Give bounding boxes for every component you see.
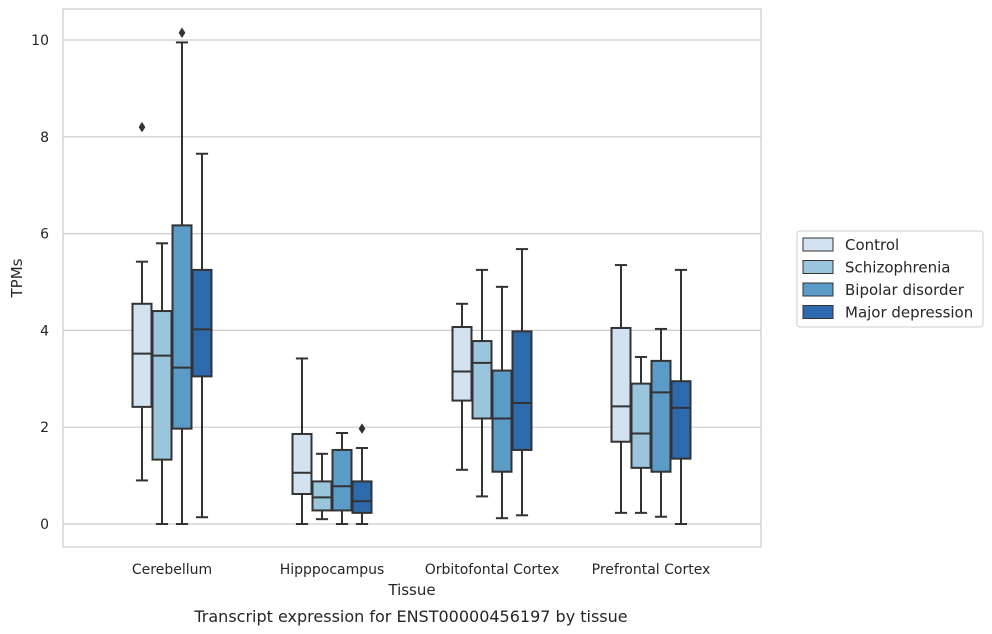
box	[291, 432, 313, 495]
series-control	[131, 121, 632, 525]
box	[670, 380, 692, 460]
box-group	[351, 423, 373, 525]
box	[191, 268, 213, 378]
box-group	[511, 248, 533, 517]
y-tick-label: 2	[40, 420, 49, 436]
box-group	[331, 432, 353, 525]
outlier-point	[138, 121, 146, 133]
outlier-point	[178, 27, 186, 38]
box-group	[191, 152, 213, 519]
y-tick-label: 8	[40, 130, 49, 146]
box	[311, 480, 333, 512]
box-group	[491, 285, 513, 520]
legend-item: Schizophrenia	[802, 259, 950, 277]
box-group	[451, 302, 473, 471]
series-major-depression	[191, 152, 692, 525]
box	[511, 330, 533, 451]
x-tick-label: Cerebellum	[132, 562, 212, 578]
y-tick-labels: 0 2 4 6 8 10	[31, 33, 49, 533]
box-group	[650, 327, 672, 518]
x-tick-label: Hipppocampus	[280, 562, 385, 578]
y-tick-label: 10	[31, 33, 49, 49]
box	[331, 448, 353, 512]
legend-label: Major depression	[845, 304, 973, 322]
box-group	[670, 268, 692, 525]
legend-item: Bipolar disorder	[802, 281, 965, 299]
box-series	[131, 27, 692, 525]
legend-swatch	[802, 305, 834, 319]
x-axis-label: Tissue	[387, 581, 435, 599]
box	[650, 359, 672, 473]
box-group	[151, 242, 173, 525]
box	[630, 382, 652, 469]
box	[451, 326, 473, 402]
box	[471, 340, 493, 420]
y-tick-label: 4	[40, 323, 49, 339]
box-group	[171, 27, 193, 525]
legend-label: Schizophrenia	[845, 259, 950, 277]
box	[351, 480, 373, 514]
legend-item: Control	[802, 236, 899, 254]
legend-item: Major depression	[802, 304, 973, 322]
legend-swatch	[802, 237, 834, 252]
x-tick-label: Orbitofontal Cortex	[425, 562, 560, 578]
legend-swatch	[802, 282, 834, 297]
x-tick-labels: Cerebellum Hipppocampus Orbitofontal Corte…	[132, 562, 710, 578]
outlier-point	[358, 423, 366, 434]
legend: Control Schizophrenia Bipolar disorder Majo…	[796, 230, 984, 328]
chart-caption: Transcript expression for ENST0000045619…	[193, 607, 627, 626]
box	[131, 302, 153, 408]
legend-swatch	[802, 260, 834, 274]
box	[171, 224, 193, 430]
series-bipolar-disorder	[171, 27, 672, 525]
box	[151, 310, 173, 461]
box	[491, 369, 513, 473]
series-schizophrenia	[151, 242, 652, 525]
box-group	[471, 268, 493, 498]
y-tick-label: 6	[40, 227, 49, 243]
legend-label: Control	[845, 236, 899, 254]
x-tick-label: Prefrontal Cortex	[592, 562, 711, 578]
y-axis-label: TPMs	[8, 258, 26, 298]
box-group	[291, 357, 313, 525]
legend-frame	[796, 230, 984, 328]
legend-label: Bipolar disorder	[845, 281, 965, 299]
y-tick-label: 0	[40, 517, 49, 533]
box-group	[630, 356, 652, 514]
box	[610, 326, 632, 443]
